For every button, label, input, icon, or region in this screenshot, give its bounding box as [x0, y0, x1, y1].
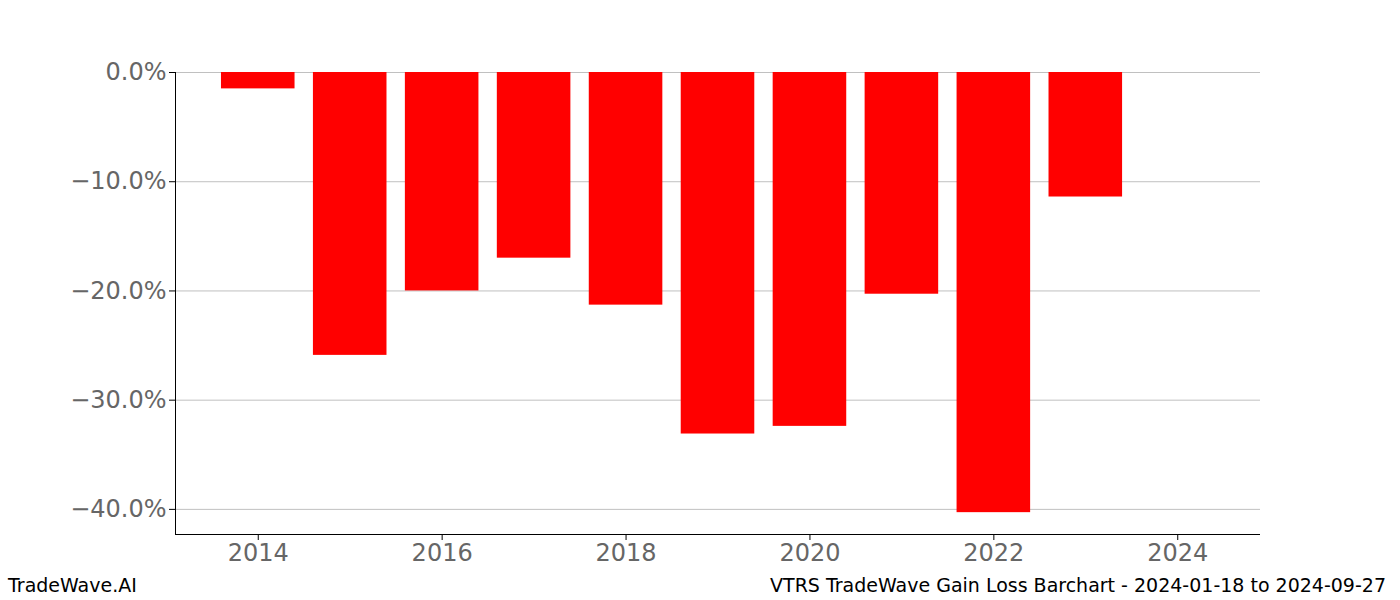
- svg-text:2014: 2014: [228, 539, 289, 567]
- svg-text:2018: 2018: [596, 539, 657, 567]
- svg-text:−20.0%: −20.0%: [70, 277, 166, 305]
- svg-text:2024: 2024: [1147, 539, 1208, 567]
- html-text:TradeWave.AI: TradeWave.AI: [8, 574, 137, 596]
- svg-text:−30.0%: −30.0%: [70, 386, 166, 414]
- svg-text:−10.0%: −10.0%: [70, 167, 166, 195]
- svg-text:0.0%: 0.0%: [106, 58, 167, 86]
- html-text:VTRS TradeWave Gain Loss Barch: VTRS TradeWave Gain Loss Barchart - 2024…: [770, 574, 1386, 596]
- svg-text:−40.0%: −40.0%: [70, 495, 166, 523]
- svg-text:2020: 2020: [779, 539, 840, 567]
- svg-text:2022: 2022: [963, 539, 1024, 567]
- svg-text:2016: 2016: [412, 539, 473, 567]
